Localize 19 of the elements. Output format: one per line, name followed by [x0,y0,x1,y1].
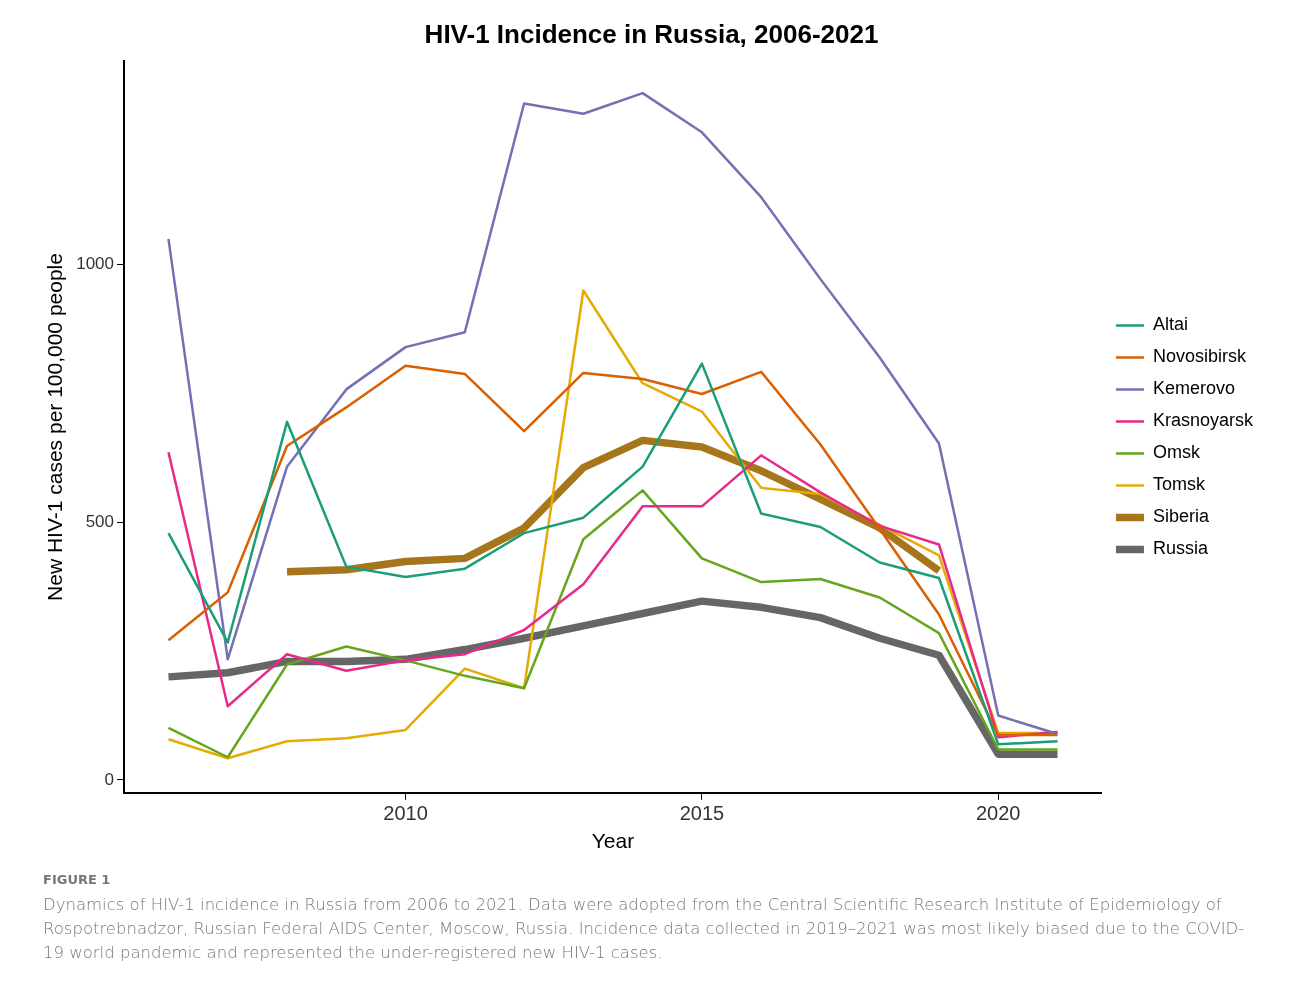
caption: FIGURE 1 [43,872,112,887]
legend-label: Krasnoyarsk [1152,410,1254,431]
x-tick-label: 2010 [383,802,428,825]
y-tick-label: 500 [85,512,115,531]
text: Dynamics of HIV-1 incidence in Russia from 2006 to 2021. Data were adopted from the Central Scientific Research Institute of Epidemiology of Rospotrebnadzor, Russian Federal AIDS Center, Moscow, Russia. Incidence data collected in 2019–2021 was most likely biased due to the COVID-19 world pandemic and represented the under-registered new HIV-1 cases. [43,894,1246,964]
legend-label: Omsk [1152,442,1201,463]
legend-label: Siberia [1152,506,1210,527]
x-tick-label: 2015 [679,802,725,825]
x-tick-label: 2020 [975,802,1021,825]
legend-label: Novosibirsk [1152,346,1247,367]
legend-label: Russia [1152,538,1209,559]
legend-label: Kemerovo [1152,378,1236,399]
legend-label: Tomsk [1152,474,1206,495]
y-tick-label: 1000 [76,254,115,274]
x-axis-title: Year [591,829,635,853]
chart-title: HIV-1 Incidence in Russia, 2006-2021 [424,18,879,49]
legend-label: Altai [1152,314,1188,335]
y-axis-title: New HIV-1 cases per 100,000 people [43,253,67,601]
y-tick-label: 0 [104,769,115,789]
